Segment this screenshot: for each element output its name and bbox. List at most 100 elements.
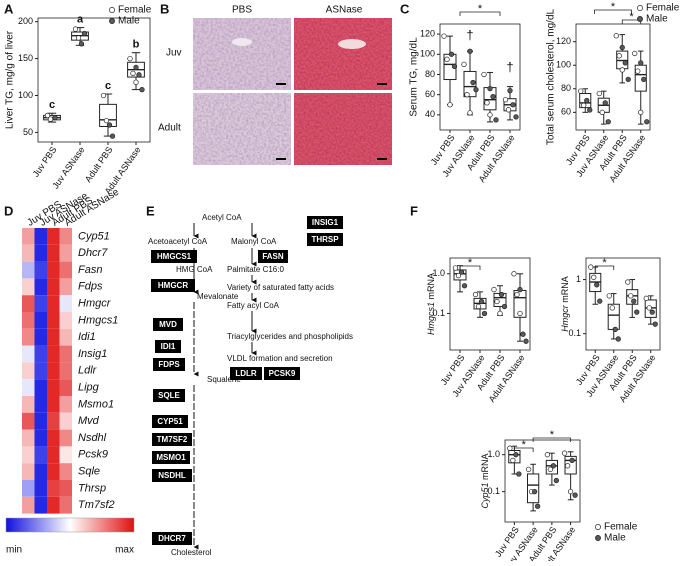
data-point: [569, 457, 575, 464]
data-point: [467, 48, 473, 54]
significance-mark: †: [506, 59, 513, 74]
data-point: [516, 471, 522, 477]
heatmap-cell: [22, 379, 35, 396]
significance-bracket: [513, 447, 534, 452]
legend-marker: [637, 5, 643, 11]
legend-marker: [637, 16, 643, 22]
data-point: [628, 293, 634, 299]
heatmap-cell: [59, 480, 72, 497]
enzyme: HMGCR: [158, 281, 188, 290]
heatmap-cell: [47, 362, 60, 380]
y-tick-label: 200: [18, 16, 33, 26]
data-point: [127, 55, 133, 62]
data-point: [517, 286, 523, 293]
data-point: [581, 102, 587, 108]
data-point: [81, 30, 88, 37]
data-point: [523, 338, 529, 344]
gene-label: Dhcr7: [78, 247, 108, 259]
enzyme: FASN: [262, 252, 284, 261]
legend-marker: [595, 535, 601, 541]
data-point: [596, 90, 602, 97]
box: [527, 473, 540, 504]
gene-label: Cyp51: [78, 230, 110, 242]
heatmap-cell: [59, 429, 72, 447]
heatmap-cell: [34, 396, 47, 413]
enzyme-box: [155, 340, 181, 353]
y-axis-label-gene: Hmgcr: [560, 304, 570, 332]
data-point: [451, 63, 458, 70]
data-point: [502, 97, 509, 103]
metabolite: HMG CoA: [176, 265, 213, 274]
gene-label: Mvd: [78, 415, 100, 427]
heatmap-cell: [47, 228, 60, 245]
heatmap-cell: [22, 412, 35, 430]
heatmap-cell: [22, 396, 35, 413]
y-tick-label: 1.0: [487, 449, 500, 459]
micrograph-texture: [294, 18, 392, 90]
data-point: [634, 309, 640, 315]
y-axis-label-text: mRNA: [480, 453, 490, 480]
significance-bracket: [459, 11, 501, 16]
heatmap-cell: [34, 463, 47, 480]
data-point: [605, 119, 611, 125]
data-point: [632, 50, 638, 57]
y-tick-label: 0.1: [487, 486, 500, 496]
data-point: [534, 503, 541, 509]
data-point: [514, 291, 520, 298]
y-tick-label: 0.1: [432, 308, 445, 318]
legend-label: Female: [646, 3, 680, 14]
heatmap-cell: [59, 328, 72, 346]
heatmap-cell: [59, 446, 72, 464]
data-point: [447, 102, 453, 108]
data-point: [501, 303, 508, 310]
enzyme: SQLE: [158, 391, 180, 400]
data-point: [75, 35, 82, 41]
data-point: [564, 463, 571, 469]
gene-label: Hmgcs1: [78, 314, 118, 326]
panel-label: F: [410, 203, 418, 218]
data-point: [619, 44, 625, 51]
legend-label: Male: [646, 14, 668, 25]
enzyme: MVD: [159, 320, 177, 329]
heatmap-cell: [47, 244, 60, 262]
data-point: [461, 61, 467, 68]
data-point: [493, 117, 499, 123]
vessel: [338, 39, 366, 49]
y-axis-label: Liver TG, mg/g of liver: [5, 30, 16, 129]
data-point: [638, 60, 644, 66]
data-point: [553, 477, 560, 484]
data-point: [649, 309, 655, 315]
metabolite: Acetoacetyl CoA: [148, 237, 208, 246]
heatmap-cell: [59, 463, 72, 480]
metabolite: VLDL formation and secretion: [227, 354, 333, 363]
enzyme: NSDHL: [158, 471, 186, 480]
metabolite: Malonyl CoA: [231, 237, 277, 246]
data-point: [652, 321, 658, 327]
data-point: [444, 56, 450, 62]
heatmap-cell: [47, 278, 60, 296]
heatmap-cell: [22, 463, 35, 480]
colorbar-label: min: [6, 545, 22, 556]
heatmap-cell: [47, 412, 60, 430]
data-point: [475, 303, 482, 310]
data-point: [461, 283, 468, 289]
heatmap-cell: [47, 295, 60, 312]
data-point: [473, 86, 479, 93]
data-point: [78, 41, 85, 47]
data-point: [513, 114, 519, 120]
enzyme-box: [152, 451, 190, 464]
data-point: [72, 26, 79, 32]
heatmap-cell: [34, 480, 47, 497]
enzyme: THRSP: [311, 235, 339, 244]
data-point: [550, 463, 557, 469]
data-point: [591, 274, 597, 280]
data-point: [513, 452, 519, 458]
heatmap-cell: [59, 345, 72, 363]
group-letter: c: [49, 99, 55, 111]
y-tick-label: 0.1: [568, 328, 581, 338]
heatmap-cell: [22, 480, 35, 497]
data-point: [609, 305, 615, 311]
panel-label: A: [4, 1, 14, 16]
